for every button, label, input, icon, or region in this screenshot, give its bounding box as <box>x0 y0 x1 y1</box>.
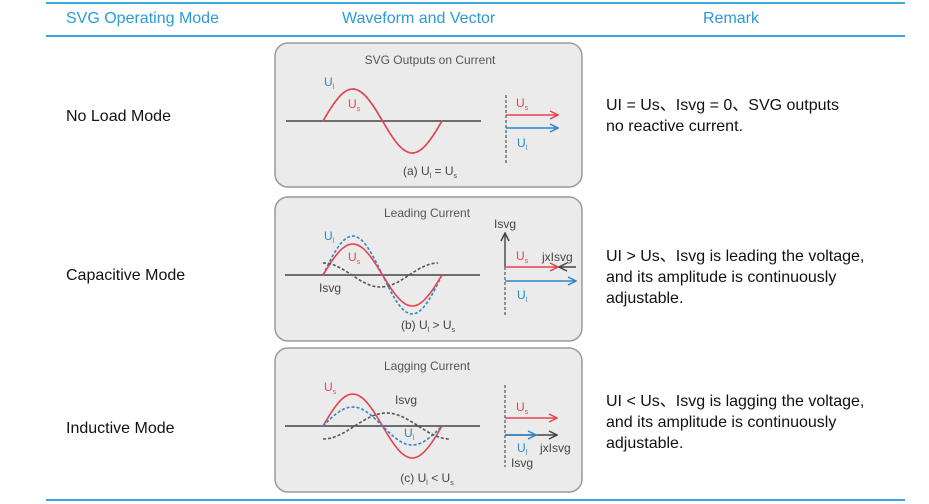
ul-wave-label: Ul <box>404 426 415 442</box>
mode-capacitive: Capacitive Mode <box>66 267 186 284</box>
isvg-waveform <box>322 412 451 440</box>
diagram-frame <box>274 42 583 188</box>
diagram-caption: (a) Ul = Us <box>403 164 458 180</box>
remark-line: UI > Us、Isvg is leading the voltage, <box>606 248 865 265</box>
isvg-vector-label: Isvg <box>511 456 533 470</box>
ul-wave-label: Ul <box>324 75 335 91</box>
us-wave-label: Us <box>348 250 361 266</box>
ul-wave-label: Ul <box>324 229 335 245</box>
header-waveform-vector: Waveform and Vector <box>342 10 496 27</box>
ul-waveform <box>322 406 443 446</box>
isvg-wave-label: Isvg <box>395 393 417 407</box>
remark-inductive: UI < Us、Isvg is lagging the voltage, and… <box>606 391 864 454</box>
ul-vector-label: Ul <box>517 288 528 304</box>
diagram-caption: (c) Ul < Us <box>400 471 454 487</box>
diagram-capacitive: Leading Current Ul Us Isvg Isvg Us jxIsv… <box>274 196 583 342</box>
jxisvg-vector-label: jxIsvg <box>539 441 571 455</box>
remark-line: and its amplitude is continuously <box>606 269 837 286</box>
header-bottom-rule <box>46 35 905 37</box>
remark-line: adjustable. <box>606 435 684 452</box>
table-bottom-rule <box>46 499 905 501</box>
remark-capacitive: UI > Us、Isvg is leading the voltage, and… <box>606 246 864 309</box>
remark-line: UI < Us、Isvg is lagging the voltage, <box>606 393 865 410</box>
us-waveform <box>322 243 443 307</box>
us-vector-label: Us <box>516 400 529 416</box>
ul-vector-label: Ul <box>517 136 528 152</box>
remark-line: adjustable. <box>606 290 684 307</box>
diagram-title: SVG Outputs on Current <box>365 53 496 67</box>
isvg-waveform <box>322 262 439 288</box>
diagram-title: Lagging Current <box>384 359 471 373</box>
diagram-caption: (b) Ul > Us <box>401 318 456 334</box>
header-operating-mode: SVG Operating Mode <box>66 10 219 27</box>
header-remark: Remark <box>703 10 760 27</box>
ul-vector-label: Ul <box>517 441 528 457</box>
us-vector-label: Us <box>516 249 529 265</box>
mode-no-load: No Load Mode <box>66 108 171 125</box>
us-vector-label: Us <box>516 96 529 112</box>
us-wave-label: Us <box>348 97 361 113</box>
isvg-wave-label: Isvg <box>319 281 341 295</box>
diagram-title: Leading Current <box>384 206 471 220</box>
us-waveform <box>322 88 443 154</box>
remark-line: no reactive current. <box>606 118 743 135</box>
jxisvg-vector-label: jxIsvg <box>541 250 573 264</box>
diagram-no-load: SVG Outputs on Current Ul Us Us Ul (a) U… <box>274 42 583 188</box>
table-top-rule <box>46 2 905 4</box>
remark-no-load: UI = Us、Isvg = 0、SVG outputs no reactive… <box>606 95 839 137</box>
remark-line: and its amplitude is continuously <box>606 414 837 431</box>
mode-inductive: Inductive Mode <box>66 420 175 437</box>
isvg-vector-label: Isvg <box>494 217 516 231</box>
remark-line: UI = Us、Isvg = 0、SVG outputs <box>606 97 839 114</box>
diagram-inductive: Lagging Current Us Isvg Ul Us Ul jxIsvg … <box>274 347 583 493</box>
us-wave-label: Us <box>324 380 337 396</box>
